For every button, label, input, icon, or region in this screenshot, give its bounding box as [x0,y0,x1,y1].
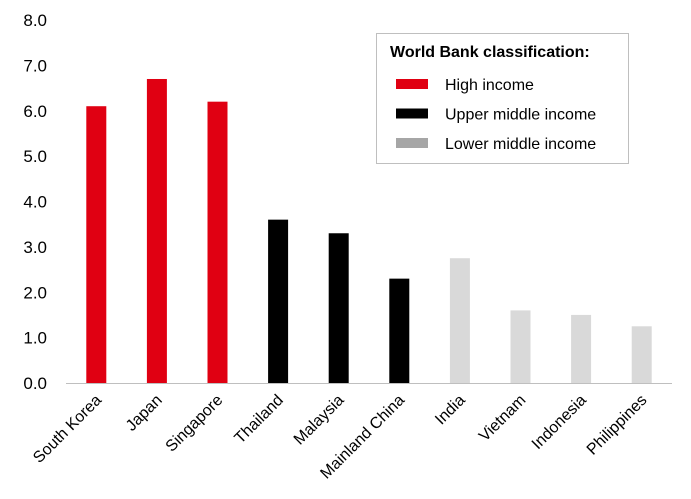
legend-swatch [396,79,428,89]
legend-title: World Bank classification: [390,44,590,61]
legend-label: Lower middle income [445,136,596,153]
legend: World Bank classification: High income Up… [376,33,629,164]
x-tick-label: Japan [123,392,166,435]
bar-philippines [631,326,652,383]
bar-india [449,258,470,383]
y-tick-label: 4.0 [23,193,47,212]
y-tick-label: 2.0 [23,283,47,302]
y-tick-label: 6.0 [23,102,47,121]
y-axis-ticks: 0.0 1.0 2.0 3.0 4.0 5.0 6.0 7.0 8.0 [23,11,47,393]
bars [86,78,652,384]
bar-japan [146,78,167,384]
y-tick-label: 3.0 [23,238,47,257]
x-tick-label: Malaysia [291,392,348,449]
bar-south-korea [86,106,107,384]
legend-swatch [396,108,428,119]
x-tick-label: India [432,392,469,429]
y-tick-label: 1.0 [23,329,47,348]
bar-thailand [268,219,289,383]
y-tick-label: 7.0 [23,56,47,75]
x-tick-label: South Korea [30,392,105,467]
bar-indonesia [571,314,592,383]
legend-items: High income Upper middle income Lower midd… [396,77,596,153]
x-tick-label: Indonesia [529,392,590,453]
bar-mainland-china [389,278,410,383]
y-tick-label: 0.0 [23,374,47,393]
bar-vietnam [510,310,531,383]
legend-swatch [396,138,428,148]
x-tick-label: Singapore [163,392,227,456]
y-tick-label: 5.0 [23,147,47,166]
x-tick-label: Philippines [584,392,651,459]
bar-malaysia [328,233,349,383]
y-tick-label: 8.0 [23,11,47,30]
legend-label: High income [445,77,534,94]
legend-label: Upper middle income [445,107,596,124]
x-tick-label: Vietnam [476,392,529,445]
bar-singapore [207,101,228,384]
x-tick-label: Thailand [232,392,287,447]
